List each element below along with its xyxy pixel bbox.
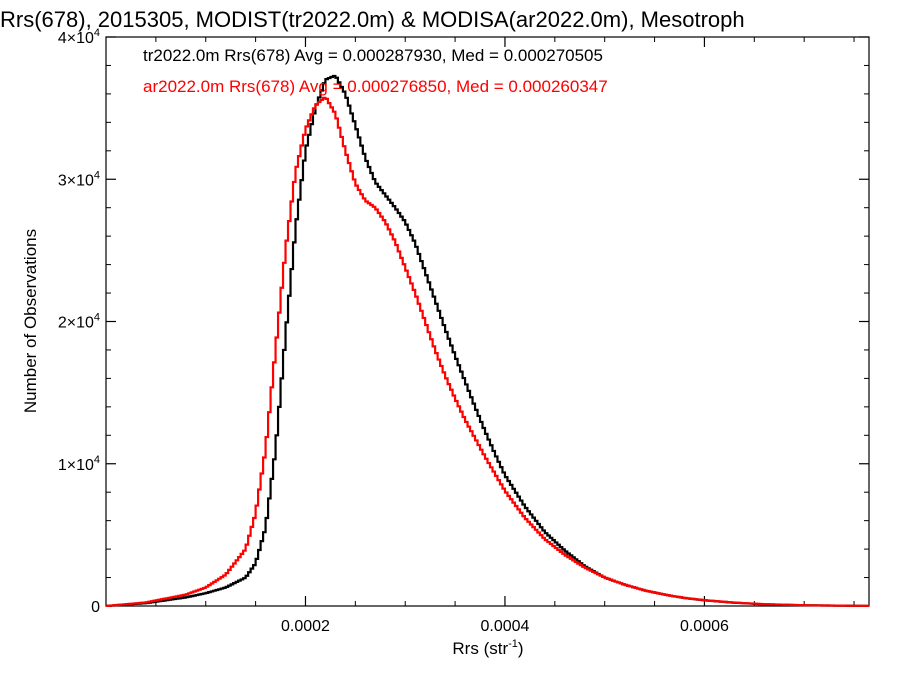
- y-tick-label-1: 1×104: [58, 454, 100, 474]
- y-tick-label-2: 2×104: [58, 312, 100, 332]
- y-tick-label-0: 0: [91, 599, 100, 616]
- x-tick-label-1: 0.0004: [480, 618, 529, 635]
- x-axis-label-main: Rrs (str: [452, 639, 508, 658]
- x-tick-label-2: 0.0006: [680, 618, 729, 635]
- x-axis-label-superscript: -1: [508, 638, 518, 650]
- chart-title: Rrs(678), 2015305, MODIST(tr2022.0m) & M…: [0, 7, 745, 32]
- plot-frame: [105, 36, 870, 607]
- y-axis-ticks: 0 1×104 2×104 3×104 4×104: [58, 27, 869, 616]
- y-tick-label-4: 4×104: [58, 27, 100, 47]
- series-line-1: [106, 96, 869, 608]
- series-line-0: [106, 74, 869, 608]
- y-tick-label-3: 3×104: [58, 169, 100, 189]
- x-axis-label-end: ): [518, 639, 524, 658]
- x-axis-label: Rrs (str-1): [452, 638, 523, 658]
- series-layer: [106, 74, 869, 608]
- legend-entry-ar2022: ar2022.0m Rrs(678) Avg = 0.000276850, Me…: [143, 77, 608, 96]
- y-axis-label: Number of Observations: [21, 229, 40, 413]
- x-tick-label-0: 0.0002: [281, 618, 330, 635]
- legend-entry-tr2022: tr2022.0m Rrs(678) Avg = 0.000287930, Me…: [143, 46, 603, 65]
- x-axis-ticks: 0.0002 0.0004 0.0006: [155, 37, 855, 635]
